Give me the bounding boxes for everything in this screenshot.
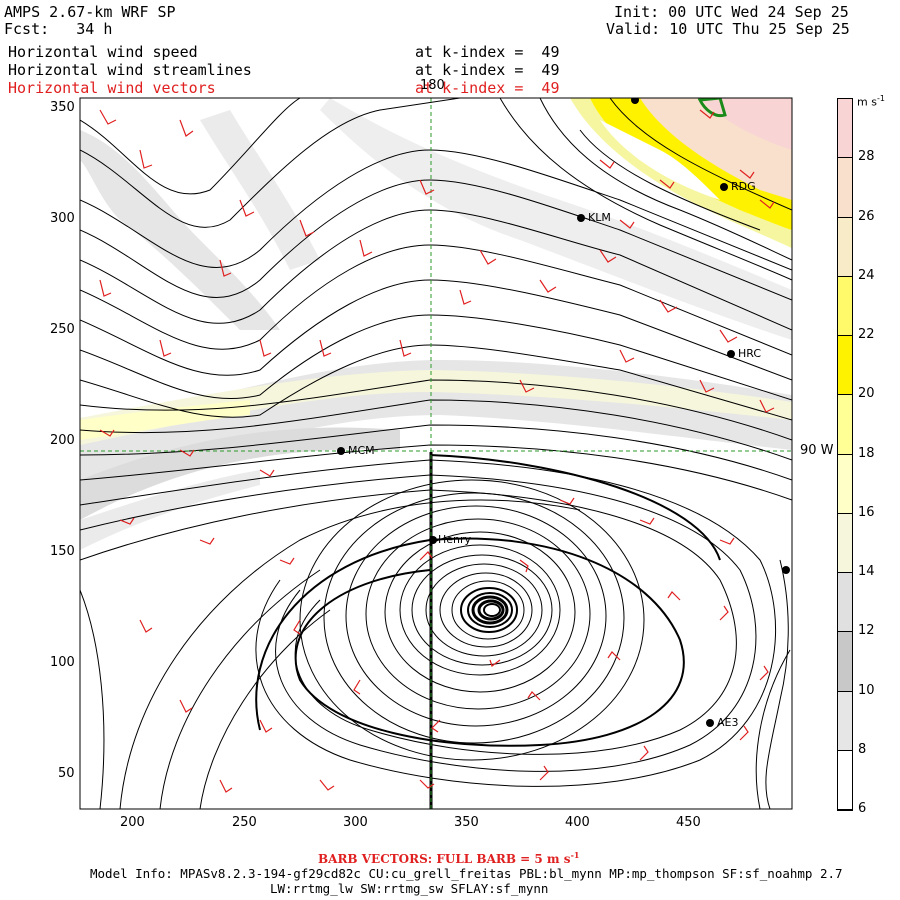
x-tick: 200 [120,815,145,830]
colorbar-segment [838,632,852,692]
streamlines [80,98,792,809]
y-tick: 100 [50,655,75,670]
colorbar [837,98,853,811]
colorbar-label: 28 [858,149,875,165]
station-label-ae3: AE3 [717,716,739,729]
colorbar-segment [838,336,852,396]
colorbar-segment [838,573,852,633]
init-time: Init: 00 UTC Wed 24 Sep 25 [614,3,849,21]
colorbar-segment [838,217,852,277]
colorbar-label: 6 [858,801,867,816]
colorbar-label: 16 [858,504,875,520]
colorbar-segment [838,395,852,455]
colorbar-segment [838,454,852,514]
y-tick: 150 [50,544,75,559]
station-label-hrc: HRC [738,347,762,360]
field-name-vectors: Horizontal wind vectors [8,79,216,97]
model-info-line2: LW:rrtmg_lw SW:rrtmg_sw SFLAY:sf_mynn [270,881,549,896]
model-title: AMPS 2.67-km WRF SP [4,3,176,21]
colorbar-segment [838,750,852,810]
colorbar-label: 24 [858,267,875,283]
colorbar-segment [838,99,852,159]
grid-label-90w: 90 W [800,443,834,458]
x-tick: 400 [565,815,590,830]
y-tick: 350 [50,100,75,115]
colorbar-label: 10 [858,682,875,698]
forecast-hour: Fcst: 34 h [4,20,113,38]
colorbar-label: 18 [858,445,875,461]
colorbar-label: 12 [858,623,875,639]
grid-label-180: 180 [420,78,445,93]
field-name-speed: Horizontal wind speed [8,43,198,61]
map-frame [79,97,793,810]
station-markers [337,98,790,727]
y-tick: 200 [50,433,75,448]
colorbar-label: 26 [858,208,875,224]
colorbar-segment [838,276,852,336]
colorbar-label: 20 [858,386,875,402]
station-label-klm: KLM [588,211,611,224]
colorbar-label: 8 [858,741,867,757]
barb-legend: BARB VECTORS: FULL BARB = 5 m s-1 [318,850,580,866]
colorbar-segment [838,158,852,218]
wind-barbs [99,109,775,793]
y-tick: 300 [50,211,75,226]
field-name-streamlines: Horizontal wind streamlines [8,61,252,79]
field-level-vectors: at k-index = 49 [415,79,560,97]
field-level-streamlines: at k-index = 49 [415,61,560,79]
y-tick: 50 [58,766,75,781]
x-tick: 450 [676,815,701,830]
x-tick: 350 [454,815,479,830]
map-plot-area [80,98,792,809]
colorbar-segment [838,513,852,573]
colorbar-label: 22 [858,327,875,342]
station-label-henry: Henry [438,533,472,546]
x-tick: 300 [343,815,368,830]
valid-time: Valid: 10 UTC Thu 25 Sep 25 [606,20,850,38]
colorbar-segment [838,691,852,751]
field-level-speed: at k-index = 49 [415,43,560,61]
x-tick: 250 [232,815,257,830]
station-label-mcm: MCM [348,444,375,457]
colorbar-unit: m s-1 [857,94,885,109]
colorbar-label: 14 [858,564,875,579]
y-tick: 250 [50,322,75,337]
model-info: Model Info: MPASv8.2.3-194-gf29cd82c CU:… [90,866,843,881]
station-label-rdg: RDG [731,180,756,193]
